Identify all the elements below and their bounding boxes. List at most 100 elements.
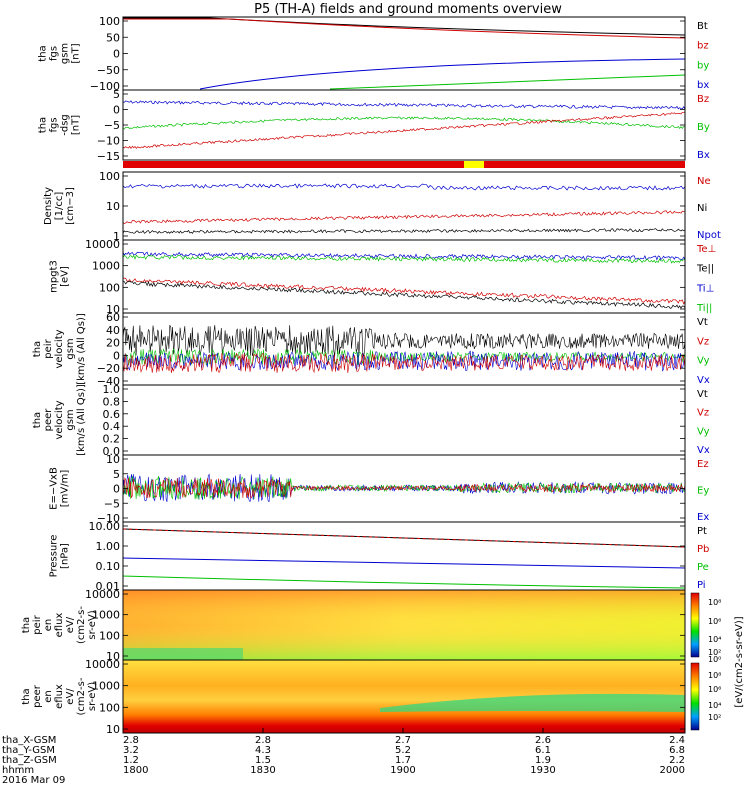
y-axis-label: [1/cc] bbox=[54, 192, 65, 221]
x-column-value: 1.9 bbox=[535, 755, 551, 766]
legend-Vz: Vz bbox=[697, 408, 709, 419]
series-bz bbox=[123, 18, 686, 39]
y-tick-label: 1.0 bbox=[103, 383, 121, 396]
x-row-label: hhmm bbox=[2, 765, 34, 776]
series-Ne bbox=[122, 210, 686, 224]
y-tick-label: 10 bbox=[106, 453, 120, 466]
y-axis-label: peer bbox=[32, 684, 43, 708]
y-tick-label: 40 bbox=[106, 324, 120, 337]
y-axis-label: Density bbox=[43, 187, 54, 225]
y-axis-label: Pressure bbox=[49, 535, 60, 578]
legend-Te⊥: Te⊥ bbox=[696, 244, 716, 255]
legend-Bt: Bt bbox=[697, 21, 708, 32]
y-axis-label: en bbox=[43, 619, 54, 632]
colorbar-tick-label: 10⁶ bbox=[708, 685, 721, 694]
y-axis-label: -dsg bbox=[60, 114, 71, 136]
y-axis-label: [km/s (All Qs)] bbox=[76, 313, 87, 385]
colorbar-tick-label: 10⁰ bbox=[708, 655, 721, 664]
series-Ti-par bbox=[122, 254, 686, 264]
x-column-value: 1900 bbox=[390, 765, 415, 776]
y-axis-label: sr-eV) bbox=[87, 610, 98, 639]
legend-By: By bbox=[697, 122, 710, 133]
y-tick-label: 5 bbox=[113, 468, 120, 481]
series-Ex bbox=[122, 473, 686, 503]
series-Vy bbox=[122, 348, 686, 367]
y-axis-label: gsm bbox=[65, 338, 76, 359]
x-row-label: tha_Z-GSM bbox=[2, 755, 57, 766]
y-tick-label: 60 bbox=[106, 311, 120, 324]
x-column-value: 2000 bbox=[660, 765, 685, 776]
y-tick-label: 10.00 bbox=[89, 520, 121, 533]
y-tick-label: 0.01 bbox=[96, 580, 121, 593]
x-row-label: 2016 Mar 09 bbox=[2, 775, 65, 786]
y-tick-label: −50 bbox=[97, 64, 120, 77]
x-column-value: 2.2 bbox=[669, 755, 685, 766]
y-tick-label: −10 bbox=[97, 135, 120, 148]
y-tick-label: 5 bbox=[113, 88, 120, 101]
colorbar-tick-label: 10⁴ bbox=[708, 701, 721, 710]
y-tick-label: −5 bbox=[104, 497, 120, 510]
y-tick-label: 100 bbox=[99, 701, 120, 714]
y-tick-label: 0 bbox=[113, 483, 120, 496]
y-axis-label: [km/s (All Qs)] bbox=[76, 384, 87, 456]
colorbar-tick-label: 10² bbox=[708, 713, 721, 722]
y-tick-label: 100 bbox=[99, 281, 120, 294]
panel-frame bbox=[122, 89, 686, 161]
colorbar-label: [eV/(cm2-s-sr-eV)] bbox=[734, 616, 745, 707]
legend-Vt: Vt bbox=[697, 389, 708, 400]
legend-Vz: Vz bbox=[697, 336, 709, 347]
y-tick-label: 100 bbox=[99, 170, 120, 183]
series-Ez bbox=[122, 477, 686, 499]
y-tick-label: 50 bbox=[106, 31, 120, 44]
x-column-value: 1930 bbox=[530, 765, 555, 776]
y-axis-label: gsm bbox=[60, 43, 71, 64]
series-Pe bbox=[122, 575, 686, 589]
panel-frame bbox=[122, 312, 686, 386]
y-axis-label: tha bbox=[32, 412, 43, 428]
panel-frame bbox=[122, 384, 686, 456]
y-axis-label: eV/ bbox=[65, 616, 76, 633]
y-axis-label: (cm2-s- bbox=[76, 606, 87, 644]
series-Vz bbox=[122, 352, 686, 374]
y-tick-label: 0.10 bbox=[96, 560, 121, 573]
y-axis-label: [mV/m] bbox=[60, 470, 71, 508]
y-tick-label: −5 bbox=[104, 119, 120, 132]
colorbar-1 bbox=[690, 592, 700, 658]
series-Vt bbox=[122, 324, 686, 357]
legend-bx: bx bbox=[697, 80, 709, 91]
y-tick-label: 10 bbox=[106, 303, 120, 316]
series-Vx bbox=[122, 350, 686, 372]
legend-bz: bz bbox=[697, 41, 709, 52]
colorbar-tick-label: 10⁶ bbox=[708, 617, 721, 626]
series-Te-perp bbox=[123, 277, 686, 305]
y-axis-label: tha bbox=[21, 617, 32, 633]
y-axis-label: fgs bbox=[49, 117, 60, 132]
x-column-value: 1.5 bbox=[255, 755, 271, 766]
y-tick-label: 1.00 bbox=[96, 540, 121, 553]
series-by bbox=[199, 58, 686, 90]
legend-Vx: Vx bbox=[697, 445, 710, 456]
colorbar-2 bbox=[690, 662, 700, 731]
legend-Ne: Ne bbox=[697, 176, 711, 187]
legend-Ni: Ni bbox=[697, 203, 707, 214]
y-axis-label: tha bbox=[38, 45, 49, 61]
y-axis-label: tha bbox=[32, 341, 43, 357]
y-tick-label: 0.0 bbox=[103, 445, 121, 458]
x-row-label: tha_Y-GSM bbox=[2, 745, 55, 756]
legend-Ti||: Ti|| bbox=[696, 303, 712, 314]
y-axis-label: (cm2-s- bbox=[76, 677, 87, 715]
y-axis-label: tha bbox=[38, 117, 49, 133]
legend-Ti⊥: Ti⊥ bbox=[696, 283, 714, 294]
legend-Bx: Bx bbox=[697, 150, 710, 161]
legend-Vy: Vy bbox=[697, 426, 710, 437]
y-axis-label: gsm bbox=[65, 409, 76, 430]
y-axis-label: tha bbox=[21, 688, 32, 704]
y-tick-label: 0 bbox=[113, 104, 120, 117]
legend-Bz: Bz bbox=[697, 94, 709, 105]
y-axis-label: [cm−3] bbox=[65, 187, 76, 225]
legend-Vx: Vx bbox=[697, 375, 710, 386]
legend-Ex: Ex bbox=[697, 512, 709, 523]
y-tick-label: −10 bbox=[97, 512, 120, 525]
